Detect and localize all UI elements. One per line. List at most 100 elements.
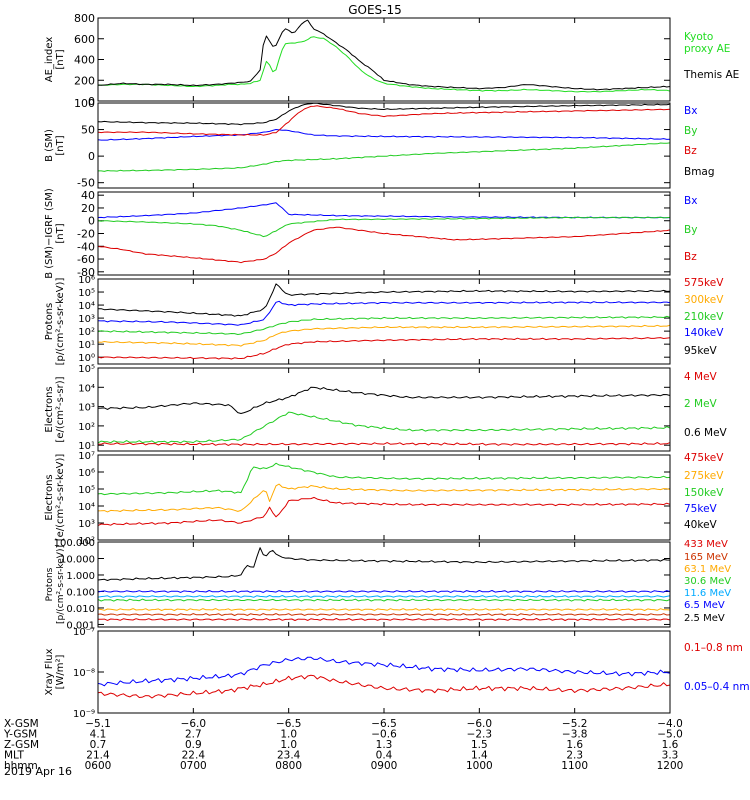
legend-0-05-0-4-nm: 0.05–0.4 nm [684,681,750,693]
y-tick-label: 10⁻⁸ [73,668,95,679]
plot-frame [97,454,671,541]
legend-kyoto-proxy-ae: Kyoto [684,31,713,43]
legend-by: By [684,224,697,236]
y-tick-label: 10¹ [78,340,95,351]
y-tick-label: 10⁴ [78,383,95,394]
legend-433-mev: 433 MeV [684,539,728,550]
legend-30-6-mev: 30.6 MeV [684,576,731,587]
y-axis-label-line: [nT] [55,49,66,69]
y-tick-label: -20 [77,228,95,241]
series-line-433-mev [98,618,670,621]
series-line-themis-ae [98,19,670,91]
series-line-4-mev [98,442,670,446]
y-tick-label: 10³ [78,314,95,325]
y-tick-label: 10⁵ [78,364,95,375]
y-axis-label-line: [nT] [55,135,66,155]
y-axis-label-line: [W/m²] [55,654,66,689]
x-tick-value: 1.4 [471,750,488,762]
plot-frame [97,541,671,628]
x-tick-value: 2.3 [566,750,583,762]
x-tick-value: 1.6 [566,739,583,751]
y-tick-label: 0 [88,215,95,228]
y-tick-label: 20 [81,202,95,215]
x-tick-value: −4.0 [657,718,683,730]
y-axis-label: Electrons[e/(cm²-s-sr)] [44,376,66,442]
y-axis-label: Protons[p/(cm²-s-sr-keV)] [44,278,66,366]
series-line-275kev [98,483,670,513]
y-axis-label: Xray Flux[W/m²] [44,648,66,695]
y-axis-label-line: [e/(cm²-s-sr)] [55,376,66,442]
y-axis-label: AE_index[nT] [44,37,66,83]
legend-2-mev: 2 MeV [684,398,718,410]
y-tick-label: 10⁰ [78,353,95,364]
y-tick-label: 40 [81,189,95,202]
legend-63-1-mev: 63.1 MeV [684,564,731,575]
y-tick-label: 10⁻⁹ [73,709,95,720]
panel-protons_low: 10⁰ 10¹ 10² 10³ 10⁴ 10⁵ 10⁶ Protons[p/(cm²-s-sr… [44,275,724,365]
x-tick-value: 1.5 [471,739,488,751]
plot-frame [97,367,671,452]
date-label: 2019 Apr 16 [4,765,72,778]
x-tick-value: 0600 [85,760,112,772]
plot-frame [97,17,671,102]
y-axis-label-line: B (SM) [44,129,55,162]
legend-by: By [684,125,697,137]
y-tick-label: -40 [77,240,95,253]
x-row-label-hhmm: hhmm [4,760,38,772]
panel-electrons_kev: 10² 10³ 10⁴ 10⁵ 10⁶ 10⁷ Electrons[e/(cm²-s-sr-… [44,451,724,547]
series-line-11-6-mev [98,595,670,598]
plot-frame [97,630,671,714]
x-tick-value: 1.0 [280,729,297,741]
x-tick-value: −6.0 [181,718,207,730]
x-tick-value: 1200 [657,760,684,772]
legend-bx: Bx [684,195,697,207]
y-axis-label: B (SM)[nT] [44,129,66,162]
y-tick-label: 10⁶ [78,468,95,479]
y-axis-label: B (SM)−IGRF (SM)[nT] [44,188,66,279]
legend-95kev: 95keV [684,345,718,357]
y-axis-label-line: Protons [45,567,55,601]
y-axis-label-line: AE_index [44,37,55,83]
x-tick-value: 0.4 [376,750,393,762]
plot-frame [97,102,671,189]
panel-bsm: -50 0 50 100 B (SM)[nT] Bx By Bz Bmag [44,97,715,190]
y-tick-label: 400 [74,54,95,67]
y-axis-label-line: Protons [44,303,55,340]
y-tick-label: 0 [88,150,95,163]
legend-2-5-mev: 2.5 MeV [684,613,725,624]
legend-themis-ae: Themis AE [683,69,739,81]
series-line-2-mev [98,411,670,444]
x-tick-value: 1.3 [376,739,393,751]
legend-475kev: 475keV [684,452,724,464]
legend-575kev: 575keV [684,277,724,289]
y-tick-label: 10⁴ [78,301,95,312]
x-tick-value: −5.0 [657,729,683,741]
legend-75kev: 75keV [684,503,718,515]
x-tick-value: 1.6 [662,739,679,751]
y-axis-label: Electrons[e/(cm²-s-sr-keV)] [44,454,66,542]
legend-150kev: 150keV [684,487,724,499]
series-line-575kev [98,337,670,360]
series-line-150kev [98,462,670,496]
y-tick-label: 100 [74,97,95,110]
series-line-bz [98,105,670,136]
legend-0-1-0-8-nm: 0.1–0.8 nm [684,642,743,654]
x-row-label-z-gsm: Z-GSM [4,739,39,751]
panel-electrons_mev: 10¹ 10² 10³ 10⁴ 10⁵ Electrons[e/(cm²-s-sr)] 4 … [44,364,728,452]
plot-frame [97,191,671,276]
x-tick-value: 21.4 [86,750,110,762]
series-line-300kev [98,324,670,347]
series-line-475kev [98,496,670,527]
series-line-140kev [98,300,670,326]
y-tick-label: 100.000 [54,538,95,549]
y-tick-label: 1.000 [66,571,95,582]
y-tick-label: 10³ [78,403,95,414]
x-tick-value: −6.5 [371,718,397,730]
legend-300kev: 300keV [684,294,724,306]
x-axis-table: X-GSM −5.1 −6.0 −6.5 −6.5 −6.0 −5.2 −4.0 Y-GSM 4.… [3,718,683,772]
y-tick-label: -80 [77,266,95,279]
x-tick-value: 0900 [371,760,398,772]
y-tick-label: 10³ [78,519,95,530]
legend-210kev: 210keV [684,311,724,323]
y-tick-label: 0.001 [66,620,95,631]
